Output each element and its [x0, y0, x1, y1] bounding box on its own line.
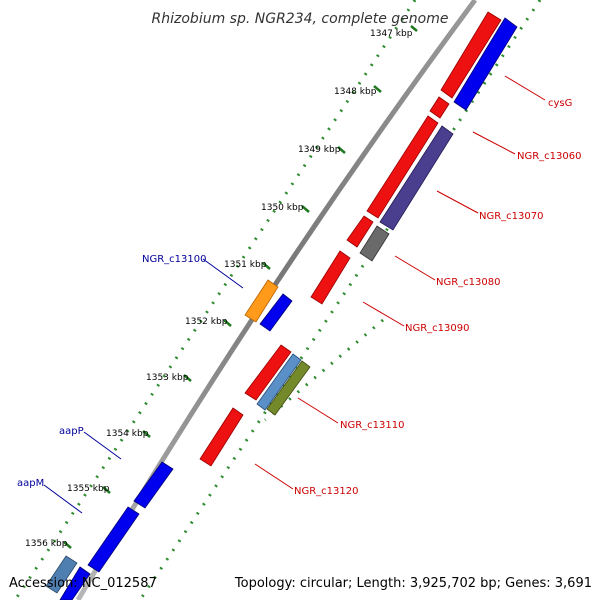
- tick-label-1353: 1353 kbp: [146, 373, 189, 383]
- tick-label-1351: 1351 kbp: [224, 260, 267, 270]
- gene-label-aapP[interactable]: aapP: [59, 426, 84, 437]
- tick-mark-1349: [337, 146, 346, 154]
- gene-feature-red-1[interactable]: [440, 11, 502, 99]
- gene-feature-NGR_c13070[interactable]: [379, 125, 454, 231]
- callout-line-NGR_c13100: [202, 258, 244, 289]
- gene-feature-red-2[interactable]: [429, 96, 450, 119]
- tick-mark-1355: [102, 486, 111, 494]
- gene-feature-edge-blue[interactable]: [59, 566, 91, 600]
- gene-feature-NGR_c13110-olive[interactable]: [266, 360, 311, 416]
- tick-label-1355: 1355 kbp: [67, 484, 110, 494]
- gene-feature-NGR_c13110-red[interactable]: [244, 344, 292, 401]
- gene-feature-cysG[interactable]: [453, 17, 518, 111]
- gene-label-NGR_c13120[interactable]: NGR_c13120: [294, 486, 359, 497]
- gene-feature-aapM[interactable]: [87, 506, 140, 573]
- gene-label-NGR_c13100[interactable]: NGR_c13100: [142, 254, 207, 265]
- tick-mark-1348: [373, 85, 382, 93]
- gene-label-NGR_c13060[interactable]: NGR_c13060: [517, 151, 582, 162]
- gene-feature-aapP[interactable]: [133, 461, 174, 509]
- tick-label-1350: 1350 kbp: [261, 203, 304, 213]
- gene-label-aapM[interactable]: aapM: [17, 478, 44, 489]
- tick-marks: [63, 25, 418, 549]
- callout-line-NGR_c13060: [472, 131, 516, 155]
- gene-feature-NGR_c13100-blue[interactable]: [259, 293, 293, 332]
- tick-mark-1353: [183, 374, 192, 382]
- tick-mark-1350: [301, 205, 310, 213]
- gene-feature-NGR_c13080-gray[interactable]: [359, 225, 390, 262]
- accession-text: Accession: NC_012587: [9, 576, 157, 591]
- gene-feature-NGR_c13080-red[interactable]: [346, 215, 374, 248]
- callout-line-NGR_c13110: [297, 397, 339, 424]
- gene-feature-NGR_c13110-blue[interactable]: [256, 353, 302, 411]
- tick-mark-1351: [262, 262, 271, 270]
- callout-line-NGR_c13080: [394, 255, 436, 281]
- gene-feature-NGR_c13090[interactable]: [310, 250, 351, 305]
- callout-line-NGR_c13090: [362, 301, 405, 327]
- gene-feature-NGR_c13100-orange[interactable]: [244, 279, 279, 323]
- gene-feature-steelblue[interactable]: [45, 555, 78, 594]
- tick-label-1347: 1347 kbp: [370, 29, 413, 39]
- inner-dotted-guide: [264, 318, 384, 422]
- tick-mark-1347: [410, 25, 418, 32]
- callout-line-NGR_c13120: [254, 463, 294, 490]
- gene-label-NGR_c13070[interactable]: NGR_c13070: [479, 211, 544, 222]
- tick-label-1356: 1356 kbp: [25, 539, 68, 549]
- topology-text: Topology: circular; Length: 3,925,702 bp…: [234, 576, 592, 591]
- callout-line-aapM: [43, 484, 83, 514]
- tick-mark-1356: [63, 541, 72, 549]
- map-title: Rhizobium sp. NGR234, complete genome: [152, 11, 449, 27]
- callout-line-NGR_c13070: [436, 190, 479, 214]
- tick-mark-1354: [142, 430, 151, 438]
- gene-label-cysG[interactable]: cysG: [548, 98, 572, 109]
- genome-backbone: [75, 0, 478, 600]
- gene-label-NGR_c13110[interactable]: NGR_c13110: [340, 420, 405, 431]
- callout-line-aapP: [83, 431, 122, 460]
- gene-feature-NGR_c13060[interactable]: [366, 115, 439, 219]
- tick-label-1354: 1354 kbp: [106, 429, 149, 439]
- callout-line-cysG: [504, 75, 546, 101]
- callout-lines: [43, 75, 546, 514]
- tick-label-1349: 1349 kbp: [298, 145, 341, 155]
- tick-label-1352: 1352 kbp: [185, 317, 228, 327]
- gene-feature-NGR_c13120[interactable]: [199, 407, 244, 467]
- tick-mark-1352: [223, 319, 232, 327]
- gene-label-NGR_c13090[interactable]: NGR_c13090: [405, 323, 470, 334]
- tick-label-1348: 1348 kbp: [334, 87, 377, 97]
- gene-label-NGR_c13080[interactable]: NGR_c13080: [436, 277, 501, 288]
